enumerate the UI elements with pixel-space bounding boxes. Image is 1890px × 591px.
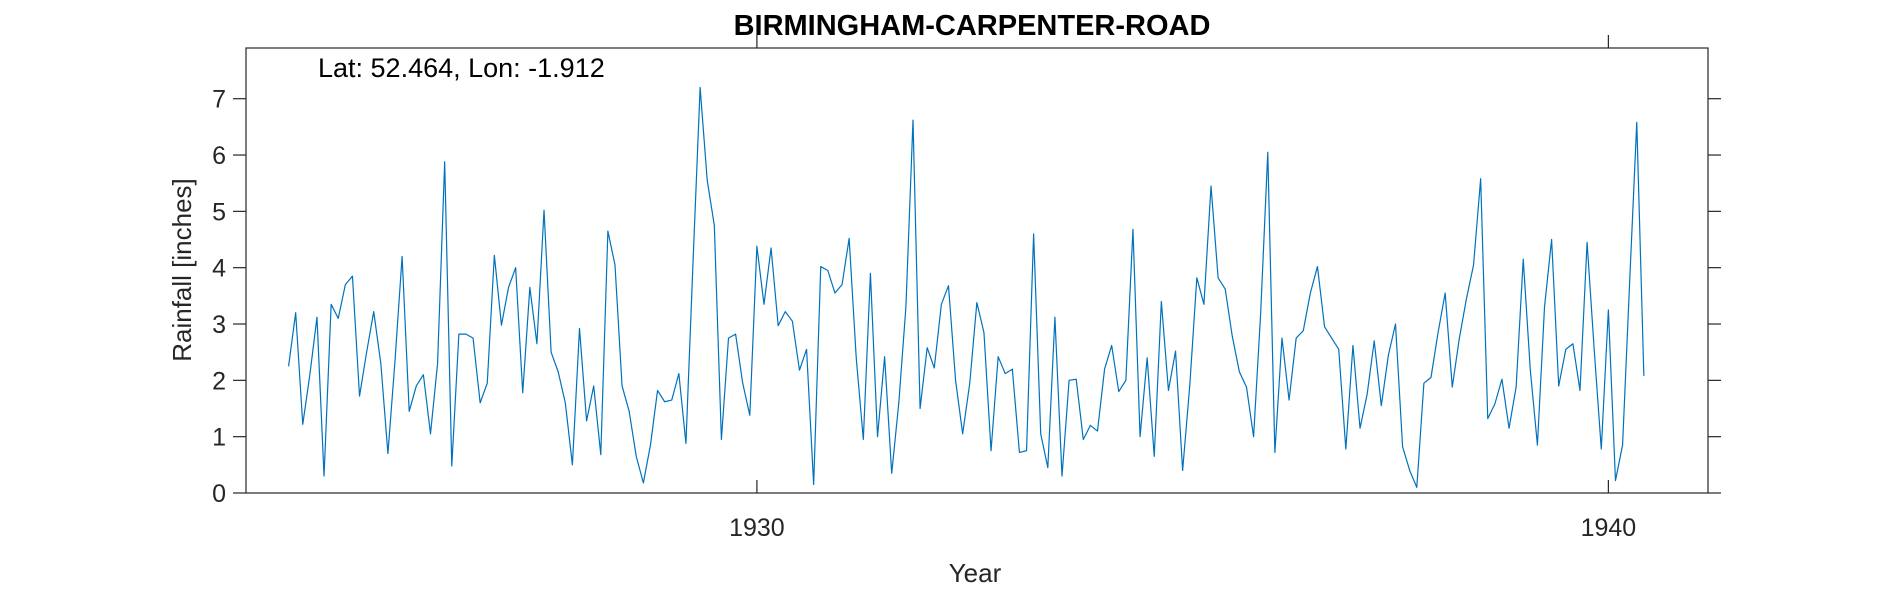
x-tick-label: 1940 [1581, 514, 1637, 542]
y-tick-label: 4 [212, 255, 226, 283]
y-tick-label: 1 [212, 424, 226, 452]
plot-box [245, 47, 1709, 494]
series-layer [287, 86, 1645, 488]
y-axis: 0 1 2 3 4 5 6 7 [212, 86, 1721, 508]
y-tick-label: 0 [212, 480, 226, 508]
x-tick-label: 1930 [729, 514, 785, 542]
chart-title: BIRMINGHAM-CARPENTER-ROAD [734, 10, 1211, 42]
location-annotation: Lat: 52.464, Lon: -1.912 [318, 53, 605, 83]
y-tick-label: 2 [212, 367, 226, 395]
y-tick-label: 3 [212, 311, 226, 339]
plot-frame [245, 47, 1709, 494]
y-tick-label: 5 [212, 198, 226, 226]
x-axis-title: Year [949, 558, 1002, 588]
y-tick-label: 6 [212, 142, 226, 170]
series-line-0 [287, 86, 1645, 488]
x-axis: 1930 1940 [729, 35, 1636, 542]
y-axis-title: Rainfall [inches] [167, 178, 197, 362]
y-tick-label: 7 [212, 86, 226, 114]
